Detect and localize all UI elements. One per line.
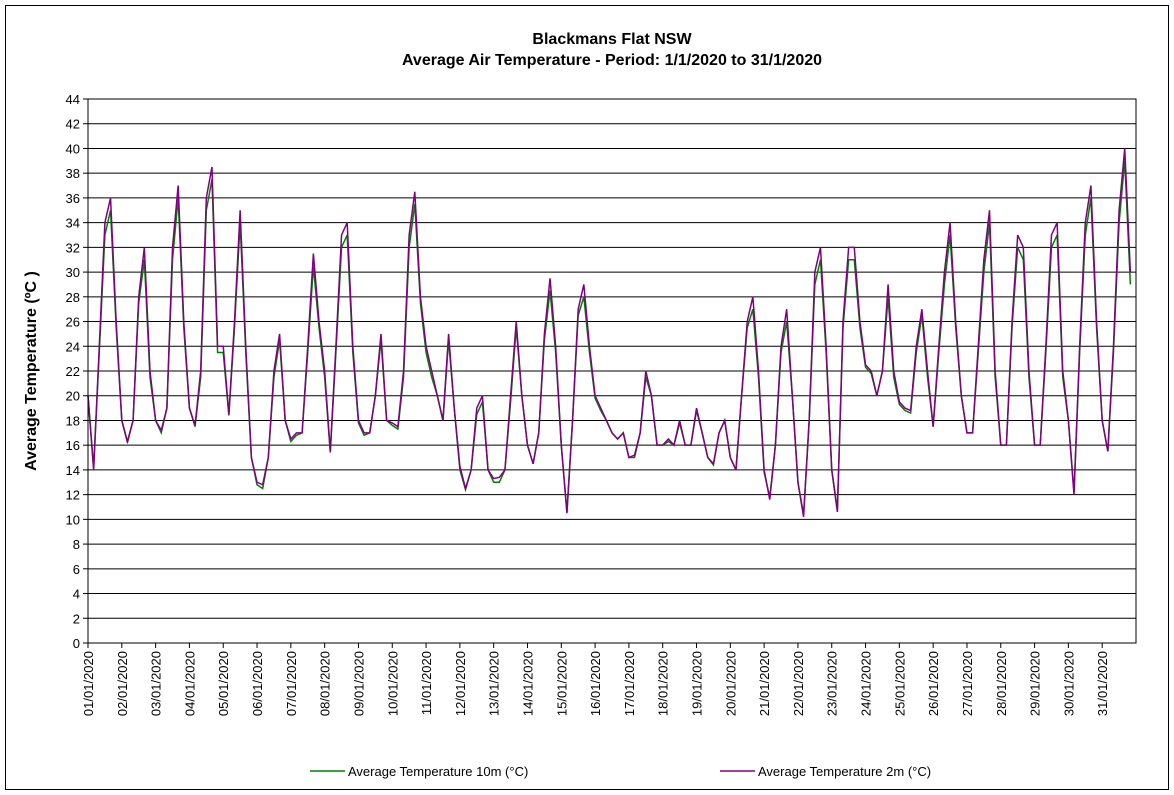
x-tick-label: 25/01/2020 — [892, 651, 907, 716]
y-tick-label: 10 — [66, 512, 80, 527]
x-tick-label: 24/01/2020 — [859, 651, 874, 716]
x-tick-label: 10/01/2020 — [385, 651, 400, 716]
x-tick-label: 22/01/2020 — [791, 651, 806, 716]
x-tick-label: 08/01/2020 — [318, 651, 333, 716]
y-tick-label: 42 — [66, 117, 80, 132]
y-tick-label: 38 — [66, 166, 80, 181]
x-tick-label: 19/01/2020 — [690, 651, 705, 716]
x-tick-label: 01/01/2020 — [81, 651, 96, 716]
x-tick-label: 28/01/2020 — [994, 651, 1009, 716]
x-tick-label: 17/01/2020 — [622, 651, 637, 716]
y-tick-label: 18 — [66, 413, 80, 428]
plot-border — [87, 98, 1137, 644]
x-tick-label: 31/01/2020 — [1095, 651, 1110, 716]
x-tick-label: 23/01/2020 — [825, 651, 840, 716]
x-tick-label: 07/01/2020 — [284, 651, 299, 716]
x-tick-label: 27/01/2020 — [960, 651, 975, 716]
x-tick-label: 09/01/2020 — [351, 651, 366, 716]
chart-title: Blackmans Flat NSW — [532, 31, 692, 48]
y-tick-label: 16 — [66, 438, 80, 453]
y-tick-label: 8 — [73, 537, 80, 552]
y-tick-label: 26 — [66, 315, 80, 330]
y-tick-label: 12 — [66, 488, 80, 503]
x-tick-label: 12/01/2020 — [453, 651, 468, 716]
y-tick-label: 44 — [66, 92, 80, 107]
x-tick-label: 18/01/2020 — [656, 651, 671, 716]
y-tick-label: 28 — [66, 290, 80, 305]
chart-subtitle: Average Air Temperature - Period: 1/1/20… — [402, 52, 822, 69]
x-tick-label: 16/01/2020 — [588, 651, 603, 716]
x-tick-label: 05/01/2020 — [216, 651, 231, 716]
y-tick-label: 32 — [66, 240, 80, 255]
y-tick-label: 22 — [66, 364, 80, 379]
x-tick-label: 30/01/2020 — [1061, 651, 1076, 716]
y-tick-label: 36 — [66, 191, 80, 206]
x-tick-label: 20/01/2020 — [723, 651, 738, 716]
x-tick-label: 26/01/2020 — [926, 651, 941, 716]
legend-label: Average Temperature 10m (°C) — [348, 764, 528, 779]
x-tick-label: 03/01/2020 — [149, 651, 164, 716]
y-tick-label: 24 — [66, 339, 80, 354]
series-line — [87, 148, 1132, 518]
legend-label: Average Temperature 2m (°C) — [758, 764, 931, 779]
y-tick-label: 6 — [73, 562, 80, 577]
y-tick-label: 40 — [66, 141, 80, 156]
x-tick-label: 15/01/2020 — [554, 651, 569, 716]
x-tick-label: 11/01/2020 — [419, 651, 434, 715]
x-tick-label: 04/01/2020 — [182, 651, 197, 716]
x-tick-label: 14/01/2020 — [520, 651, 535, 716]
x-tick-label: 06/01/2020 — [250, 651, 265, 716]
y-tick-label: 14 — [66, 463, 80, 478]
y-tick-label: 4 — [73, 587, 80, 602]
x-tick-label: 21/01/2020 — [757, 651, 772, 716]
y-tick-label: 0 — [73, 636, 80, 651]
y-tick-label: 34 — [66, 216, 80, 231]
y-axis-label: Average Temperature (ºC ) — [23, 271, 40, 471]
x-tick-label: 29/01/2020 — [1028, 651, 1043, 716]
y-tick-label: 2 — [73, 611, 80, 626]
x-tick-label: 13/01/2020 — [487, 651, 502, 716]
y-tick-label: 20 — [66, 389, 80, 404]
x-tick-label: 02/01/2020 — [115, 651, 130, 716]
y-tick-label: 30 — [66, 265, 80, 280]
